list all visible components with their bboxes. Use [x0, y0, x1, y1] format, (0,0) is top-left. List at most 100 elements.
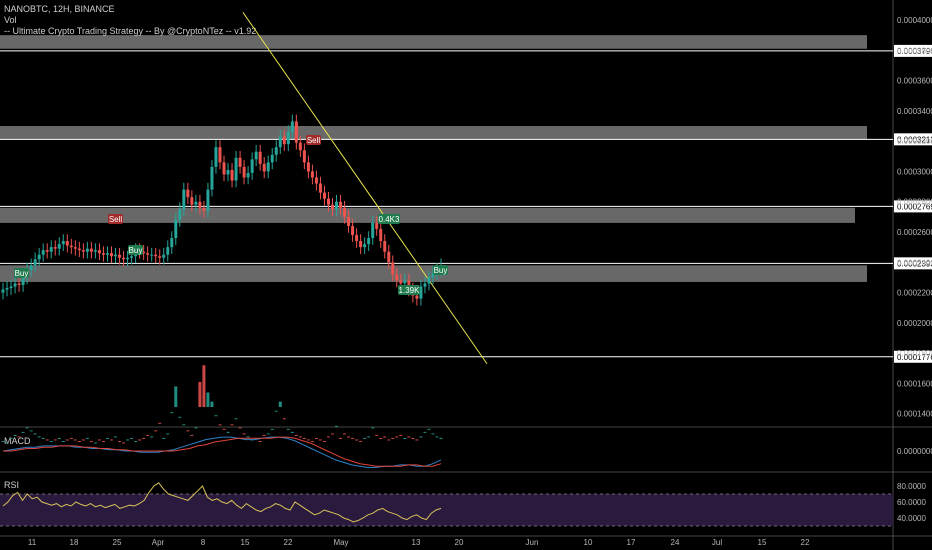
rsi-axis-tick-label: 40.0000 — [897, 514, 926, 523]
volume-bar — [242, 433, 246, 435]
volume-bar — [210, 401, 214, 407]
candle-body — [166, 247, 170, 255]
volume-bar — [1, 440, 5, 442]
volume-bar — [182, 424, 186, 426]
volume-bar — [423, 431, 427, 433]
candle-body — [101, 253, 105, 255]
candle-body — [355, 235, 359, 242]
x-axis-tick-label: 18 — [70, 538, 79, 547]
candle-body — [81, 250, 85, 252]
strategy-legend[interactable]: -- Ultimate Crypto Trading Strategy -- B… — [4, 26, 257, 36]
x-axis-tick-label: 8 — [201, 538, 206, 547]
volume-bar — [294, 434, 298, 436]
price-marker-label: 0.00037960 — [897, 47, 932, 56]
rsi-pane-label[interactable]: RSI — [4, 480, 20, 490]
candle-body — [238, 157, 242, 167]
volume-legend[interactable]: Vol — [4, 15, 17, 25]
volume-bar — [238, 427, 242, 429]
x-axis-tick-label: 25 — [113, 538, 122, 547]
volume-bar — [105, 437, 109, 439]
volume-bar — [138, 439, 142, 441]
volume-bar — [367, 436, 371, 438]
macd-pane-label[interactable]: MACD — [4, 436, 31, 446]
volume-bar — [53, 439, 57, 441]
volume-bar — [359, 440, 363, 442]
volume-bar — [351, 437, 355, 439]
volume-bar — [89, 440, 93, 442]
support-resistance-zone — [0, 35, 867, 49]
y-axis-tick-label: 0.00032000 — [897, 137, 932, 146]
candle-body — [262, 163, 266, 172]
candle-body — [423, 283, 427, 287]
rsi-axis-tick-label: 60.0000 — [897, 498, 926, 507]
volume-bar — [230, 424, 234, 426]
candle-body — [274, 147, 278, 155]
candle-body — [109, 253, 113, 257]
candle-body — [306, 162, 310, 172]
y-axis-tick-label: 0.00040000 — [897, 16, 932, 25]
candle-body — [343, 207, 347, 217]
candle-body — [69, 245, 73, 248]
volume-bar — [435, 436, 439, 438]
volume-bar — [427, 428, 431, 430]
candle-body — [326, 198, 330, 205]
volume-bar — [383, 436, 387, 438]
candle-body — [150, 254, 154, 256]
candle-body — [258, 151, 262, 164]
volume-bar — [73, 439, 77, 441]
sell-signal-label: Sell — [109, 215, 123, 224]
volume-bar — [65, 439, 69, 441]
chart-title[interactable]: NANOBTC, 12H, BINANCE — [4, 4, 115, 14]
x-axis-tick-label: 22 — [284, 538, 293, 547]
x-axis-tick-label: 11 — [28, 538, 37, 547]
candle-body — [431, 272, 435, 278]
volume-bar — [234, 418, 238, 420]
x-axis-tick-label: 15 — [758, 538, 767, 547]
candle-body — [29, 265, 33, 270]
volume-bar — [57, 437, 61, 439]
volume-bar — [178, 416, 182, 418]
candle-body — [190, 197, 194, 205]
candle-body — [371, 222, 375, 239]
volume-bar — [403, 437, 407, 439]
candle-body — [142, 251, 146, 254]
volume-bar — [419, 436, 423, 438]
volume-bar — [387, 439, 391, 441]
volume-bar — [246, 436, 250, 438]
x-axis-tick-label: 24 — [671, 538, 680, 547]
candle-body — [5, 288, 9, 290]
volume-bar — [41, 437, 45, 439]
volume-bar — [154, 430, 158, 432]
candle-body — [114, 254, 118, 257]
price-marker-box — [894, 257, 932, 270]
candle-body — [126, 257, 130, 260]
volume-bar — [339, 437, 343, 439]
volume-bar — [431, 433, 435, 435]
candle-body — [391, 262, 395, 275]
y-axis-tick-label: 0.00020000 — [897, 319, 932, 328]
rsi-axis-tick-label: 80.0000 — [897, 482, 926, 491]
sell-signal-marker — [306, 135, 321, 145]
price-marker-label: 0.00017760 — [897, 353, 932, 362]
volume-bar — [29, 430, 33, 432]
candle-body — [206, 189, 210, 211]
candle-body — [13, 283, 17, 287]
volume-bar — [186, 430, 190, 432]
volume-bar — [214, 415, 218, 417]
volume-bar — [17, 436, 21, 438]
volume-bar — [146, 434, 150, 436]
volume-bar — [355, 439, 359, 441]
candle-body — [379, 228, 383, 242]
buy-signal-label: Buy — [129, 246, 143, 255]
volume-bar — [343, 433, 347, 435]
macd-line — [2, 436, 442, 468]
buy-signal-label: Buy — [15, 269, 29, 278]
volume-bar — [282, 418, 286, 420]
candle-body — [222, 162, 226, 175]
price-marker-label: 0.00027690 — [897, 202, 932, 211]
candle-body — [302, 150, 306, 163]
candle-body — [214, 147, 218, 167]
candle-body — [419, 286, 423, 299]
candle-body — [318, 183, 322, 193]
